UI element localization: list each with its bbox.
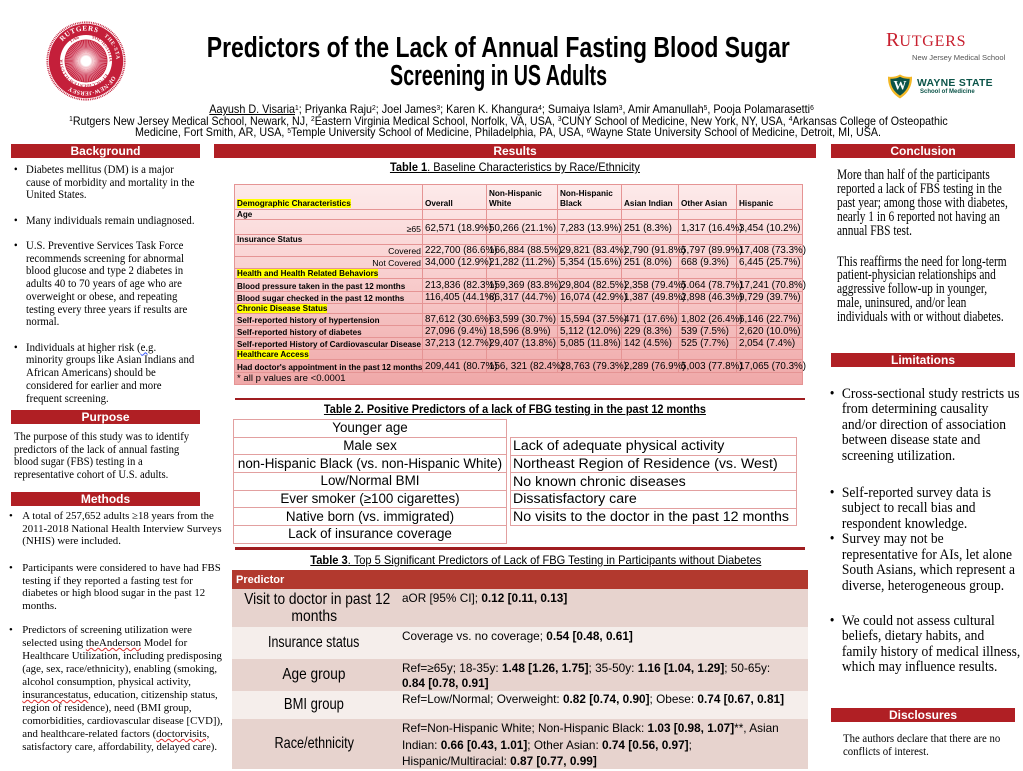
svg-text:W: W: [894, 78, 907, 93]
svg-text:1766: 1766: [69, 34, 80, 43]
